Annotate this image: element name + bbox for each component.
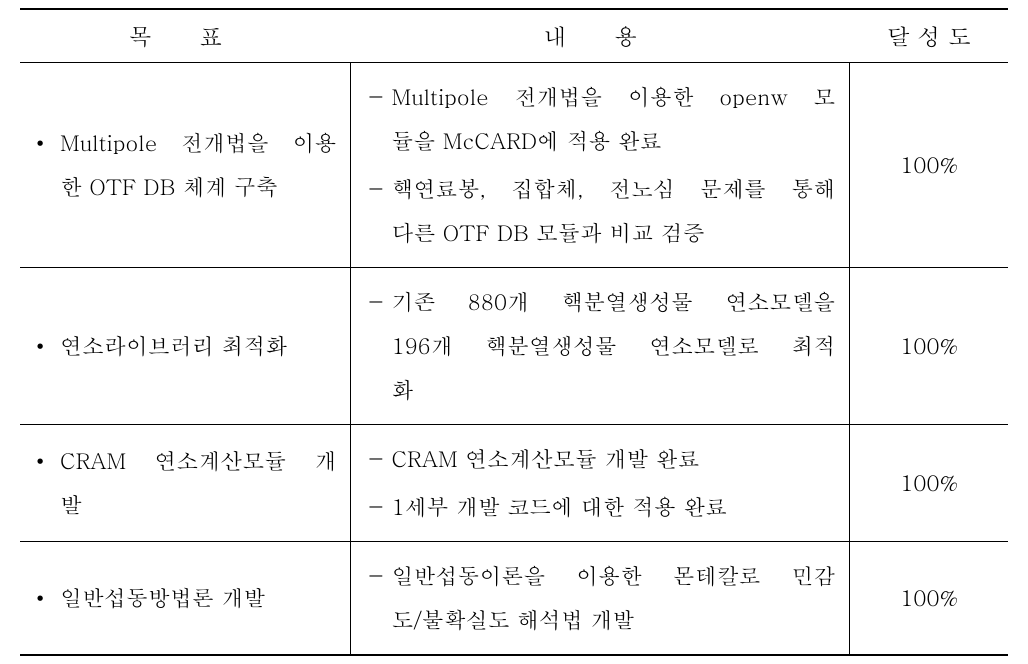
dash-icon: － (365, 280, 391, 324)
table-body: •Multipole 전개법을 이용한 OTF DB 체계 구축－Multipo… (20, 63, 1008, 656)
data-table: 목 표 내 용 달 성 도 •Multipole 전개법을 이용한 OTF DB… (20, 8, 1008, 656)
table-row: •연소라이브러리 최적화－기존 880개 핵분열생성물 연소모델을196개 핵분… (20, 268, 1008, 425)
text-line: 화 (391, 368, 835, 412)
content-cell: －Multipole 전개법을 이용한 openw 모듈을 McCARD에 적용… (351, 63, 850, 268)
item-text: Multipole 전개법을 이용한 OTF DB 체계 구축 (60, 121, 336, 209)
dash-icon: － (365, 554, 391, 598)
goal-cell: •연소라이브러리 최적화 (20, 268, 351, 425)
text-line: 한 OTF DB 체계 구축 (60, 165, 336, 209)
status-cell: 100% (850, 268, 1008, 425)
status-cell: 100% (850, 542, 1008, 656)
text-line: 듈을 McCARD에 적용 완료 (391, 119, 835, 163)
text-line: 일반섭동이론을 이용한 몬테칼로 민감 (391, 554, 835, 598)
item-text: 일반섭동이론을 이용한 몬테칼로 민감도/불확실도 해석법 개발 (391, 554, 835, 642)
content-cell: －기존 880개 핵분열생성물 연소모델을196개 핵분열생성물 연소모델로 최… (351, 268, 850, 425)
text-line: 일반섭동방법론 개발 (60, 576, 336, 620)
item-text: 일반섭동방법론 개발 (60, 576, 336, 620)
content-cell: －CRAM 연소계산모듈 개발 완료－1세부 개발 코드에 대한 적용 완료 (351, 425, 850, 542)
bullet-icon: • (34, 324, 60, 368)
text-line: CRAM 연소계산모듈 개발 완료 (391, 437, 835, 481)
table-row: •일반섭동방법론 개발－일반섭동이론을 이용한 몬테칼로 민감도/불확실도 해석… (20, 542, 1008, 656)
dash-icon: － (365, 167, 391, 211)
bullet-icon: • (34, 576, 60, 620)
item-text: 1세부 개발 코드에 대한 적용 완료 (391, 485, 835, 529)
item-text: CRAM 연소계산모듈 개발 완료 (391, 437, 835, 481)
goal-cell: •일반섭동방법론 개발 (20, 542, 351, 656)
item-text: Multipole 전개법을 이용한 openw 모듈을 McCARD에 적용 … (391, 75, 835, 163)
status-cell: 100% (850, 425, 1008, 542)
table-row: •Multipole 전개법을 이용한 OTF DB 체계 구축－Multipo… (20, 63, 1008, 268)
item-text: 연소라이브러리 최적화 (60, 324, 336, 368)
dash-icon: － (365, 437, 391, 481)
item-text: 핵연료봉, 집합체, 전노심 문제를 통해다른 OTF DB 모듈과 비교 검증 (391, 167, 835, 255)
status-cell: 100% (850, 63, 1008, 268)
content-cell: －일반섭동이론을 이용한 몬테칼로 민감도/불확실도 해석법 개발 (351, 542, 850, 656)
text-line: CRAM 연소계산모듈 개 (60, 439, 336, 483)
table-row: •CRAM 연소계산모듈 개발－CRAM 연소계산모듈 개발 완료－1세부 개발… (20, 425, 1008, 542)
item-text: CRAM 연소계산모듈 개발 (60, 439, 336, 527)
header-content: 내 용 (351, 9, 850, 63)
item-text: 기존 880개 핵분열생성물 연소모델을196개 핵분열생성물 연소모델로 최적… (391, 280, 835, 412)
bullet-icon: • (34, 121, 60, 165)
header-goal: 목 표 (20, 9, 351, 63)
text-line: 기존 880개 핵분열생성물 연소모델을 (391, 280, 835, 324)
text-line: 발 (60, 483, 336, 527)
text-line: 연소라이브러리 최적화 (60, 324, 336, 368)
text-line: 도/불확실도 해석법 개발 (391, 598, 835, 642)
text-line: 1세부 개발 코드에 대한 적용 완료 (391, 485, 835, 529)
text-line: 핵연료봉, 집합체, 전노심 문제를 통해 (391, 167, 835, 211)
text-line: 다른 OTF DB 모듈과 비교 검증 (391, 211, 835, 255)
goal-cell: •CRAM 연소계산모듈 개발 (20, 425, 351, 542)
text-line: 196개 핵분열생성물 연소모델로 최적 (391, 324, 835, 368)
bullet-icon: • (34, 439, 60, 483)
header-status: 달 성 도 (850, 9, 1008, 63)
dash-icon: － (365, 485, 391, 529)
text-line: Multipole 전개법을 이용한 openw 모 (391, 75, 835, 119)
dash-icon: － (365, 75, 391, 119)
table-header: 목 표 내 용 달 성 도 (20, 9, 1008, 63)
goal-cell: •Multipole 전개법을 이용한 OTF DB 체계 구축 (20, 63, 351, 268)
text-line: Multipole 전개법을 이용 (60, 121, 336, 165)
